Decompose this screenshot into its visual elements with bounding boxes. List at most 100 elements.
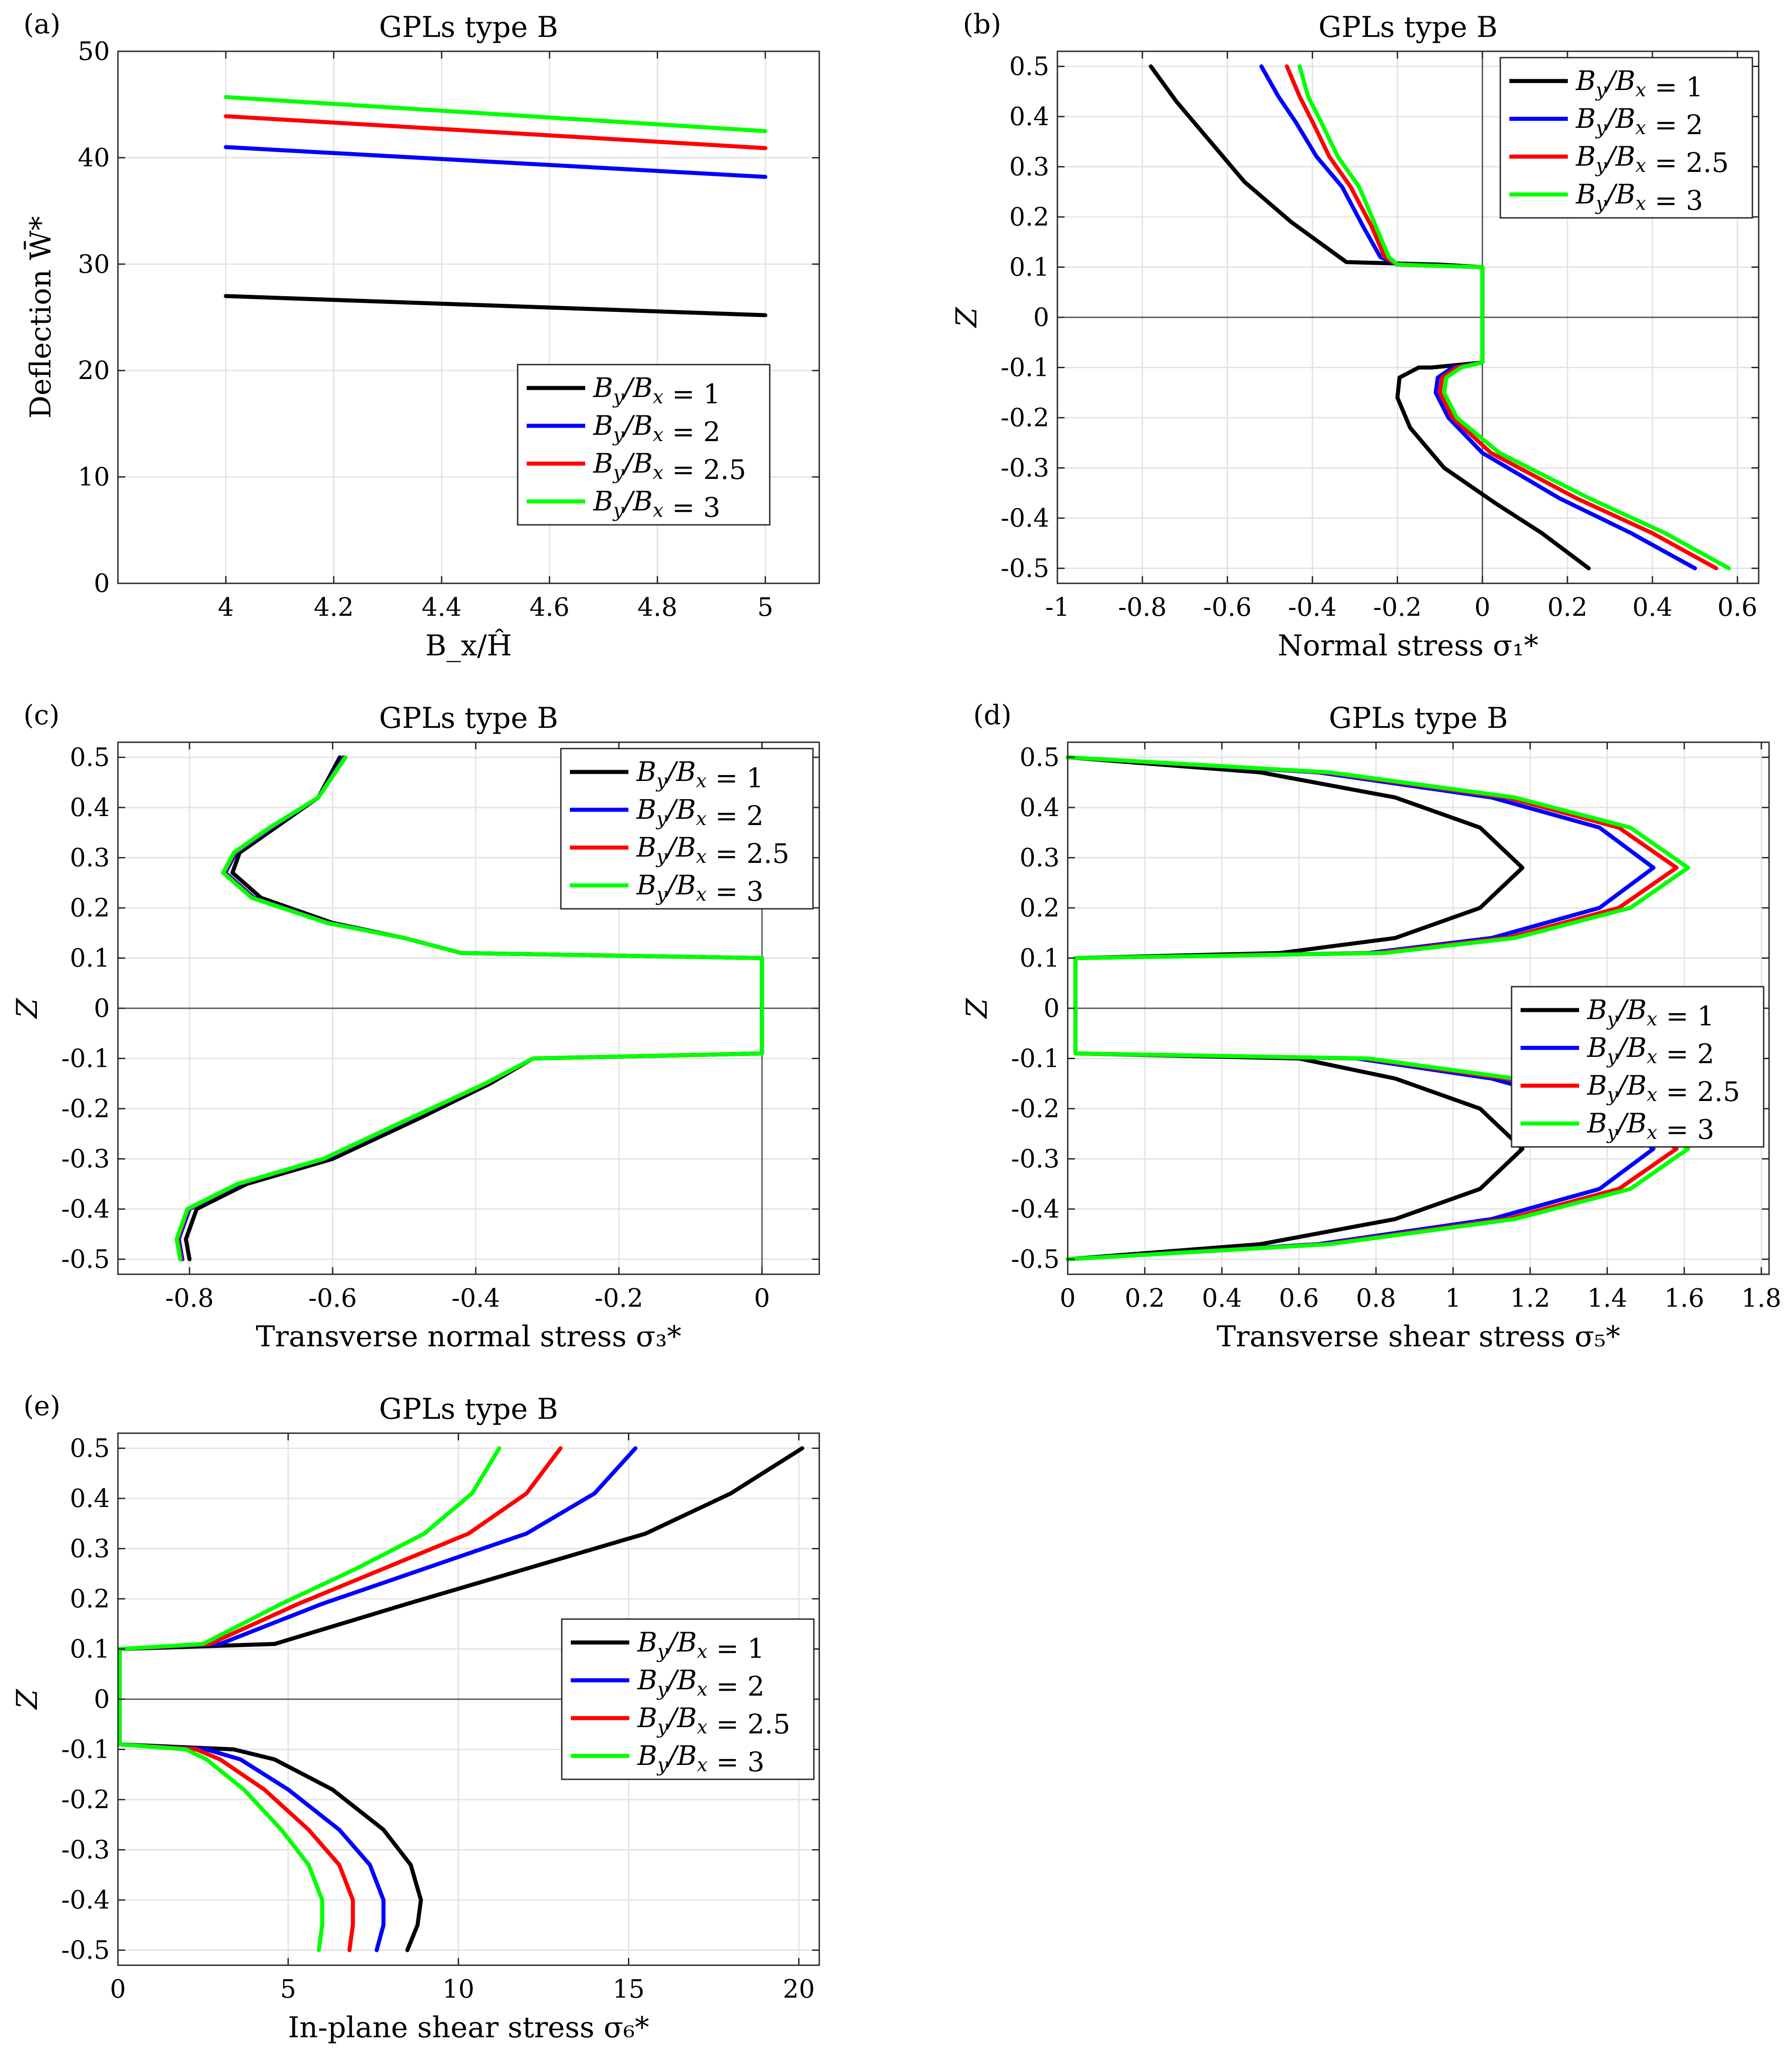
- legend-label-1: By/Bx = 1: [1587, 994, 1714, 1032]
- y-tick-label: -0.2: [1011, 1094, 1060, 1123]
- legend-box: [517, 364, 771, 526]
- x-tick-label: 15: [613, 1975, 645, 2004]
- series-line-4: [1065, 755, 1690, 1261]
- x-tick-label: 0.2: [1125, 1284, 1165, 1313]
- legend-box: [561, 1618, 815, 1780]
- y-tick-label: 0.1: [70, 1634, 110, 1664]
- chart-title: GPLs type B: [379, 11, 558, 44]
- y-tick-label: 0.4: [70, 1484, 110, 1513]
- panel-e: 0 5 10 15 20 -0.5 -0.4 -0.3 -0.2 -0.1 0 0.1 0.2 0.3 0.…: [11, 1390, 820, 2044]
- legend: By/Bx = 1By/Bx = 2By/Bx = 2.5By/Bx = 3: [560, 748, 814, 910]
- x-tick-label: -0.8: [1118, 593, 1167, 622]
- x-tick-label: 1.6: [1664, 1284, 1704, 1313]
- y-tick-label: 0.4: [1009, 102, 1049, 131]
- y-tick-label: -0.4: [61, 1195, 110, 1224]
- x-tick-label: 1.2: [1510, 1284, 1550, 1313]
- x-tick-label: 0: [1474, 593, 1490, 622]
- y-tick-label: 0.2: [70, 1584, 110, 1614]
- y-tick-label: -0.4: [1011, 1195, 1060, 1224]
- panel-b: -1 -0.8 -0.6 -0.4 -0.2 0 0.2 0.4 0.6 -0.5 -0.4 -0.3…: [950, 9, 1760, 663]
- y-tick-label: -0.3: [61, 1145, 110, 1174]
- x-tick-label: 1: [1445, 1284, 1461, 1313]
- y-tick-label: -0.4: [61, 1886, 110, 1915]
- y-tick-label: -0.5: [1001, 554, 1049, 583]
- x-tick-label: -0.6: [1203, 593, 1252, 622]
- y-tick-label: 0.2: [1020, 893, 1060, 923]
- y-tick-label: 40: [78, 143, 110, 172]
- x-tick-label: 1.4: [1587, 1284, 1627, 1313]
- x-axis-label: In-plane shear stress σ₆*: [288, 2011, 650, 2044]
- y-tick-label: -0.1: [61, 1044, 110, 1074]
- y-tick-label: 30: [78, 250, 110, 279]
- series-line-2: [224, 145, 767, 179]
- y-tick-label: 0.3: [1020, 843, 1060, 872]
- legend-label-4: By/Bx = 3: [1587, 1108, 1714, 1146]
- y-tick-label: -0.1: [61, 1735, 110, 1764]
- y-tick-label: -0.3: [1011, 1145, 1060, 1174]
- legend-label-2: By/Bx = 2: [637, 1665, 764, 1702]
- panel-label: (e): [23, 1390, 60, 1422]
- chart-title: GPLs type B: [379, 702, 558, 735]
- y-tick-label: 0: [94, 569, 110, 598]
- y-tick-label: -0.4: [1001, 504, 1049, 533]
- y-tick-label: 0.5: [1009, 52, 1049, 81]
- chart-title: GPLs type B: [1329, 702, 1508, 735]
- y-axis-label: Z: [961, 997, 994, 1019]
- x-tick-label: 0.4: [1632, 593, 1672, 622]
- y-tick-label: 50: [78, 37, 110, 66]
- x-tick-label: 4.4: [422, 593, 462, 622]
- legend-label-2: By/Bx = 2: [636, 794, 763, 832]
- y-tick-label: -0.5: [61, 1245, 110, 1274]
- y-tick-label: -0.3: [1001, 454, 1049, 483]
- y-tick-label: 0.4: [70, 793, 110, 822]
- x-tick-label: -0.8: [165, 1284, 214, 1313]
- legend-label-4: By/Bx = 3: [637, 1740, 764, 1778]
- x-tick-label: 5: [757, 593, 773, 622]
- y-axis-label: Deflection W̄*: [23, 216, 58, 419]
- x-tick-label: 0.2: [1548, 593, 1588, 622]
- x-tick-label: 4.6: [529, 593, 569, 622]
- legend-label-2: By/Bx = 2: [1587, 1032, 1714, 1070]
- x-tick-label: -0.2: [1373, 593, 1422, 622]
- x-tick-label: 0: [754, 1284, 770, 1313]
- y-tick-label: 0.1: [70, 943, 110, 973]
- legend: By/Bx = 1By/Bx = 2By/Bx = 2.5By/Bx = 3: [1499, 57, 1753, 219]
- x-tick-label: -0.6: [308, 1284, 357, 1313]
- x-axis-label: B_x/Ĥ: [425, 629, 512, 663]
- x-axis-label: Normal stress σ₁*: [1277, 629, 1538, 663]
- y-tick-label: 0: [94, 994, 110, 1023]
- x-tick-label: 0.8: [1356, 1284, 1396, 1313]
- y-tick-label: 0.2: [1009, 203, 1049, 232]
- legend-label-3: By/Bx = 2.5: [637, 1702, 790, 1740]
- y-tick-label: 0.1: [1009, 253, 1049, 282]
- x-tick-label: 0.4: [1202, 1284, 1242, 1313]
- legend-label-3: By/Bx = 2.5: [1587, 1070, 1740, 1108]
- y-tick-label: 20: [78, 356, 110, 385]
- legend-label-4: By/Bx = 3: [593, 486, 720, 523]
- y-tick-label: 0.5: [1020, 743, 1060, 772]
- panel-label: (c): [23, 699, 59, 731]
- x-tick-label: -1: [1045, 593, 1070, 622]
- x-tick-label: 0.6: [1717, 593, 1757, 622]
- x-tick-label: 0.6: [1279, 1284, 1319, 1313]
- x-tick-label: -0.2: [595, 1284, 643, 1313]
- panel-d: 0 0.2 0.4 0.6 0.8 1 1.2 1.4 1.6 1.8 -0.5 -0.4 -0.3 -0…: [961, 699, 1781, 1354]
- series-line-3: [224, 114, 767, 150]
- panel-c: -0.8 -0.6 -0.4 -0.2 0 -0.5 -0.4 -0.3 -0.2 -0.1 0 0.…: [11, 699, 820, 1354]
- legend-label-1: By/Bx = 1: [593, 372, 720, 410]
- y-tick-label: 0.1: [1020, 943, 1060, 973]
- y-tick-label: -0.2: [61, 1785, 110, 1814]
- legend-box: [1511, 986, 1765, 1148]
- y-tick-label: 0.3: [70, 843, 110, 872]
- panel-label: (a): [23, 9, 61, 40]
- legend-box: [560, 748, 814, 910]
- legend-label-2: By/Bx = 2: [593, 410, 720, 448]
- panel-label: (d): [973, 699, 1011, 731]
- y-tick-label: 0: [1043, 994, 1060, 1023]
- x-tick-label: 4: [218, 593, 234, 622]
- legend-label-4: By/Bx = 3: [1575, 179, 1703, 217]
- x-tick-label: 5: [280, 1975, 296, 2004]
- series-line-1: [224, 294, 767, 317]
- legend: By/Bx = 1By/Bx = 2By/Bx = 2.5By/Bx = 3: [561, 1618, 815, 1780]
- legend-label-3: By/Bx = 2.5: [1575, 141, 1729, 179]
